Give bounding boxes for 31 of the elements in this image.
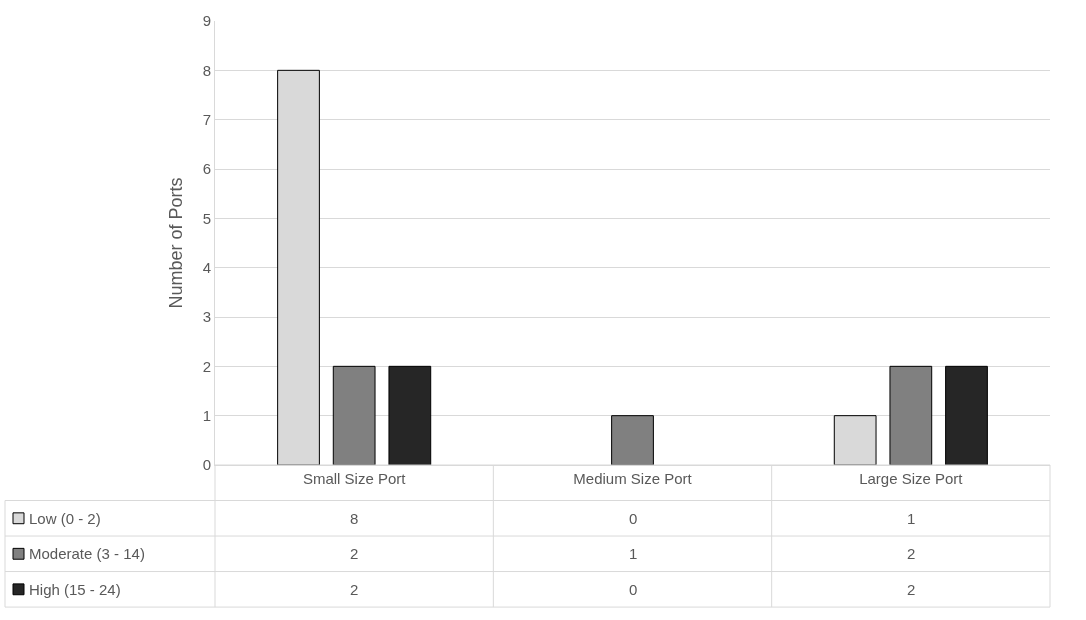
y-tick-label: 1 <box>202 406 211 424</box>
legend-label: High (15 - 24) <box>29 581 121 598</box>
y-tick-label: 4 <box>202 258 211 276</box>
bar <box>611 415 654 465</box>
bar <box>388 365 432 465</box>
data-label: 2 <box>907 581 916 598</box>
x-tick-label: Large Size Port <box>859 470 964 487</box>
y-tick-label: 7 <box>202 110 211 128</box>
data-label: 1 <box>629 545 638 562</box>
y-tick-label: 6 <box>202 160 211 178</box>
bar <box>945 365 988 465</box>
y-tick-label: 5 <box>202 209 211 227</box>
y-axis-title: Number of Ports <box>165 177 186 309</box>
y-tick-label: 2 <box>202 357 211 375</box>
x-tick-label: Small Size Port <box>302 470 407 487</box>
legend-label: Moderate (3 - 14) <box>29 545 145 562</box>
data-label: 0 <box>629 510 638 527</box>
legend-label: Low (0 - 2) <box>29 510 101 527</box>
x-tick-label: Medium Size Port <box>573 470 693 487</box>
data-label: 2 <box>907 545 916 562</box>
bar <box>332 365 376 465</box>
bar <box>889 365 933 465</box>
y-tick-label: 8 <box>202 61 211 79</box>
data-label: 2 <box>350 545 359 562</box>
data-label: 2 <box>350 581 359 598</box>
data-label: 1 <box>907 510 916 527</box>
data-label: 0 <box>629 581 638 598</box>
data-label: 8 <box>350 510 359 527</box>
y-tick-label: 0 <box>202 456 211 474</box>
y-tick-label: 9 <box>202 12 211 30</box>
y-tick-label: 3 <box>202 308 211 326</box>
